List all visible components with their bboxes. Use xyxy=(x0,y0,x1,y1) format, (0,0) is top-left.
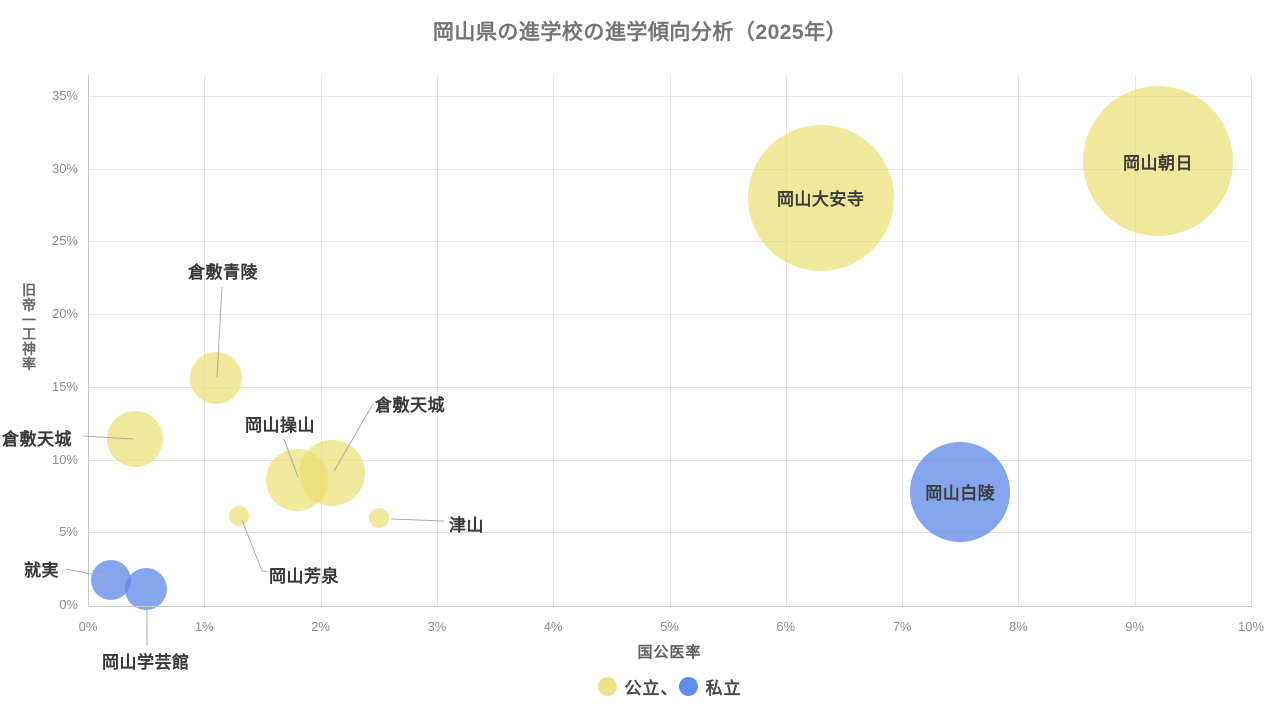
chart-bubble xyxy=(106,411,163,468)
y-axis-title-char: 一 xyxy=(22,311,36,328)
x-tick-label: 3% xyxy=(427,619,447,634)
x-tick-label: 1% xyxy=(194,619,214,634)
y-axis-title: 旧帝一工神率 xyxy=(20,283,38,372)
school-label: 岡山朝日 xyxy=(1122,153,1193,173)
chart-legend: 公立、 私立 xyxy=(88,672,1251,700)
gridline-vertical xyxy=(1134,75,1136,606)
x-axis-line xyxy=(88,606,1252,607)
gridline-horizontal xyxy=(88,459,1251,461)
school-label: 倉敷天城 xyxy=(375,396,445,415)
gridline-horizontal xyxy=(88,168,1251,170)
x-tick-label: 0% xyxy=(78,619,98,634)
x-tick-label: 7% xyxy=(892,619,912,634)
y-axis-line xyxy=(88,75,89,607)
gridline-vertical xyxy=(436,75,438,606)
x-tick-label: 4% xyxy=(543,619,563,634)
x-tick-label: 5% xyxy=(660,619,679,634)
gridline-vertical xyxy=(204,75,206,606)
chart-bubble xyxy=(299,439,366,506)
gridline-vertical xyxy=(1018,75,1020,606)
chart-bubble: 岡山朝日 xyxy=(1082,86,1233,237)
legend-item: 私立 xyxy=(678,674,742,699)
chart-bubble xyxy=(125,568,168,610)
school-label: 倉敷天城 xyxy=(2,430,72,449)
x-tick-label: 9% xyxy=(1125,619,1145,634)
chart-bubble xyxy=(229,506,250,527)
school-label: 岡山学芸館 xyxy=(102,653,190,672)
leader-line xyxy=(241,519,269,573)
y-tick-label: 30% xyxy=(51,160,78,176)
y-tick-label: 5% xyxy=(59,524,78,540)
y-axis-title-char: 旧 xyxy=(22,282,36,298)
gridline-horizontal xyxy=(88,314,1251,316)
gridline-vertical xyxy=(1251,75,1252,606)
chart-bubble: 岡山白陵 xyxy=(910,441,1011,542)
gridline-vertical xyxy=(902,75,904,606)
x-tick-label: 2% xyxy=(311,619,330,634)
x-tick-label: 10% xyxy=(1237,619,1265,634)
chart-bubble xyxy=(189,352,242,405)
school-label: 岡山大安寺 xyxy=(776,190,865,210)
gridline-horizontal xyxy=(88,241,1251,243)
chart-bubble xyxy=(91,560,132,601)
school-label: 岡山白陵 xyxy=(925,484,996,504)
chart-title: 岡山県の進学校の進学傾向分析（2025年） xyxy=(432,21,848,44)
gridline-horizontal xyxy=(88,532,1251,534)
y-axis-title-char: 率 xyxy=(22,355,36,372)
x-tick-label: 8% xyxy=(1008,619,1028,634)
y-tick-label: 15% xyxy=(51,378,78,394)
chart-bubble: 岡山大安寺 xyxy=(747,124,894,271)
gridline-vertical xyxy=(669,75,671,606)
x-tick-label: 6% xyxy=(776,619,796,634)
y-axis-title-char: 神 xyxy=(22,341,36,358)
y-axis-title-char: 帝 xyxy=(22,296,36,313)
y-tick-label: 20% xyxy=(51,306,78,322)
school-label: 就実 xyxy=(24,561,59,580)
legend-item: 公立、 xyxy=(597,674,679,699)
x-axis-title: 国公医率 xyxy=(637,644,702,661)
y-tick-label: 10% xyxy=(51,451,78,467)
gridline-vertical xyxy=(785,75,787,606)
gridline-vertical xyxy=(320,75,322,606)
y-tick-label: 0% xyxy=(59,597,78,612)
legend-label: 公立、 xyxy=(624,678,679,698)
y-tick-label: 35% xyxy=(51,88,78,103)
y-tick-label: 25% xyxy=(51,233,78,249)
school-label: 岡山芳泉 xyxy=(269,567,339,586)
chart-bubble xyxy=(368,507,389,528)
legend-swatch xyxy=(678,676,698,696)
y-axis-title-char: 工 xyxy=(22,326,36,343)
school-label: 津山 xyxy=(449,516,484,535)
legend-label: 私立 xyxy=(705,678,742,698)
gridline-horizontal xyxy=(88,386,1251,388)
school-label: 倉敷青陵 xyxy=(188,263,258,282)
gridline-horizontal xyxy=(88,96,1251,97)
gridline-vertical xyxy=(553,75,555,606)
legend-swatch xyxy=(597,676,617,696)
school-label: 岡山操山 xyxy=(245,416,315,435)
